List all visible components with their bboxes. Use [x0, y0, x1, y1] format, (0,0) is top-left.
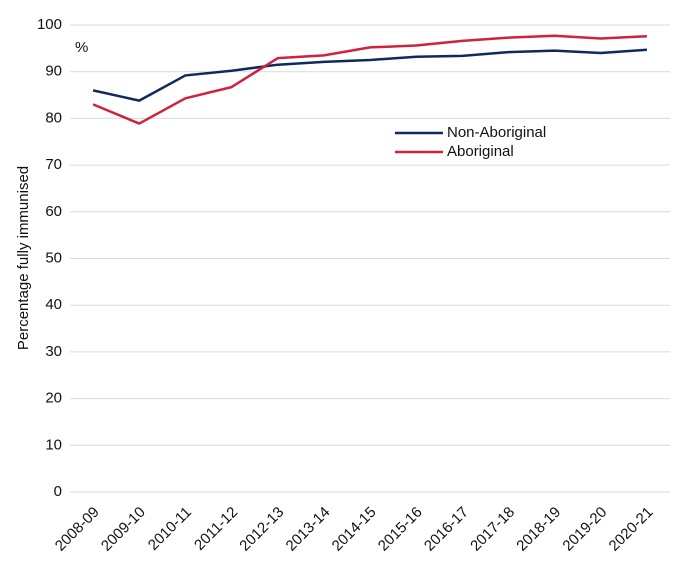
- y-tick-label: 30: [45, 343, 62, 360]
- legend-label: Aboriginal: [447, 143, 514, 160]
- x-tick-label: 2015-16: [375, 504, 426, 555]
- y-tick-label: 100: [37, 16, 62, 33]
- line: [92, 34, 647, 125]
- x-tick-label: 2018-19: [513, 504, 564, 555]
- x-tick-label: 2020-21: [606, 504, 657, 555]
- x-tick-label: 2011-12: [191, 504, 241, 554]
- x-tick-label: 2012-13: [236, 504, 287, 555]
- x-tick-label: 2014-15: [329, 504, 380, 555]
- x-tick-label: 2008-09: [52, 504, 103, 555]
- y-tick-label: 20: [45, 390, 62, 407]
- unit-label: %: [75, 39, 88, 56]
- y-tick-label: 40: [45, 296, 62, 313]
- line: [92, 48, 648, 102]
- y-tick-label: 10: [45, 436, 62, 453]
- x-tick-label: 2017-18: [467, 504, 518, 555]
- y-tick-label: 70: [45, 156, 62, 173]
- y-tick-label: 50: [45, 249, 62, 266]
- y-tick-label: 0: [54, 483, 62, 500]
- x-tick-label: 2019-20: [559, 504, 610, 555]
- legend-label: Non-Aboriginal: [447, 124, 546, 141]
- x-tick-label: 2016-17: [421, 504, 472, 555]
- y-axis-label: Percentage fully immunised: [15, 166, 32, 350]
- x-tick-label: 2010-11: [145, 504, 195, 554]
- x-tick-label: 2013-14: [283, 504, 334, 555]
- y-tick-label: 90: [45, 63, 62, 80]
- y-tick-label: 80: [45, 109, 62, 126]
- y-tick-label: 60: [45, 203, 62, 220]
- x-tick-label: 2009-10: [98, 504, 149, 555]
